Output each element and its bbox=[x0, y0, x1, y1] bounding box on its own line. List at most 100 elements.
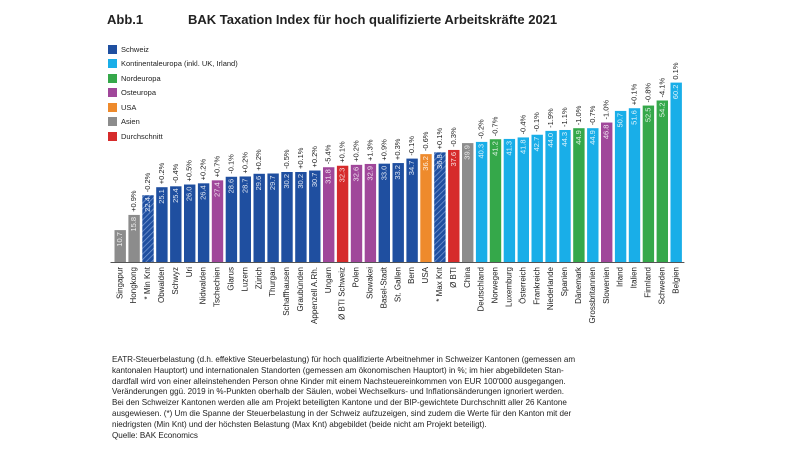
category-tick-label: Bern bbox=[407, 267, 416, 284]
bar-value-label: 40.3 bbox=[477, 144, 486, 159]
bar-value-label: 39.9 bbox=[463, 145, 472, 160]
footnote-line: EATR-Steuerbelastung (d.h. effektive Ste… bbox=[112, 355, 576, 364]
bar bbox=[406, 158, 418, 262]
bar-value-label: 42.7 bbox=[532, 137, 541, 152]
bar-change-label: +1.3% bbox=[365, 139, 374, 161]
bar bbox=[656, 100, 668, 262]
bar-change-label: +0.2% bbox=[310, 146, 319, 168]
legend-swatch bbox=[108, 117, 117, 127]
bar bbox=[559, 129, 571, 262]
category-tick-label: Schaffhausen bbox=[282, 267, 291, 316]
legend-swatch bbox=[108, 102, 117, 112]
bar-change-label: +0.1% bbox=[338, 141, 347, 163]
footnote-line: Bei den Schweizer Kantonen werden alle a… bbox=[112, 398, 567, 408]
legend-label: Kontinentaleuropa (inkl. UK, Irland) bbox=[121, 59, 238, 69]
category-tick-label: Italien bbox=[630, 267, 639, 288]
bar-value-label: 41.8 bbox=[518, 139, 527, 154]
category-tick-label: Niederlande bbox=[546, 266, 555, 310]
bar-change-label: +0.9% bbox=[129, 190, 138, 212]
bar bbox=[614, 110, 627, 262]
bar-change-label: +0.2% bbox=[240, 152, 249, 174]
bar-value-label: 30.2 bbox=[282, 174, 291, 189]
bar-value-label: 44.9 bbox=[588, 130, 597, 145]
bar-change-label: -0.1% bbox=[532, 112, 541, 132]
category-tick-label: St. Gallen bbox=[393, 267, 402, 302]
bar bbox=[434, 152, 446, 262]
bar-value-label: 44.3 bbox=[560, 132, 569, 147]
bar bbox=[545, 130, 557, 262]
legend-item-durchschnitt: Durchschnitt bbox=[108, 129, 238, 144]
bar-value-label: 26.4 bbox=[199, 185, 208, 200]
bar bbox=[211, 180, 224, 262]
bar-value-label: 36.2 bbox=[421, 156, 430, 171]
legend-item-usa: USA bbox=[108, 100, 238, 115]
bar bbox=[336, 165, 349, 262]
chart-legend: Schweiz Kontinentaleuropa (inkl. UK, Irl… bbox=[108, 42, 238, 144]
bar-change-label: +0.7% bbox=[212, 156, 221, 178]
bar-value-label: 26.0 bbox=[185, 187, 194, 202]
category-tick-label: Thurgau bbox=[268, 267, 277, 297]
category-tick-label: Deutschland bbox=[477, 267, 486, 311]
bar-value-label: 29.6 bbox=[254, 176, 263, 191]
bar-change-label: +0.1% bbox=[435, 128, 444, 150]
legend-label: Asien bbox=[121, 117, 140, 127]
bar-value-label: 15.8 bbox=[129, 217, 138, 232]
legend-label: USA bbox=[121, 102, 137, 112]
bar-value-label: 54.2 bbox=[657, 102, 666, 117]
bar-change-label: -0.7% bbox=[490, 116, 499, 136]
bar-value-label: 41.3 bbox=[504, 141, 513, 156]
bar bbox=[309, 170, 321, 262]
category-tick-label: USA bbox=[421, 266, 430, 283]
bar bbox=[225, 176, 238, 262]
category-tick-label: Ø BTI bbox=[449, 267, 458, 288]
bar-value-label: 37.6 bbox=[449, 152, 458, 167]
bar-value-label: 51.6 bbox=[629, 110, 638, 125]
bar-change-label: +0.2% bbox=[199, 159, 208, 181]
bar-value-label: 25.4 bbox=[171, 188, 180, 203]
category-tick-label: Dänemark bbox=[574, 266, 583, 304]
category-tick-label: Ø BTI Schweiz bbox=[338, 267, 347, 320]
bar bbox=[475, 141, 488, 262]
legend-swatch bbox=[108, 131, 117, 141]
category-tick-label: Slowakei bbox=[366, 267, 375, 299]
bar-value-label: 28.6 bbox=[226, 179, 235, 194]
footnote-line: Veränderungen ggü. 2019 in %-Punkten obe… bbox=[112, 387, 565, 397]
category-tick-label: Graubünden bbox=[296, 267, 305, 311]
category-tick-label: Irland bbox=[616, 267, 625, 287]
bar bbox=[601, 122, 613, 262]
bar-change-label: 0.1% bbox=[671, 62, 680, 79]
legend-item-kontinentaleuropa: Kontinentaleuropa (inkl. UK, Irland) bbox=[108, 57, 238, 72]
category-tick-label: Glarus bbox=[227, 267, 236, 291]
category-tick-label: Belgien bbox=[671, 267, 680, 294]
bar-change-label: -0.1% bbox=[226, 154, 235, 174]
bar bbox=[448, 149, 460, 262]
category-tick-label: Spanien bbox=[560, 267, 569, 296]
legend-item-asien: Asien bbox=[108, 115, 238, 130]
footnote-line: dardfall wird von einer alleinstehenden … bbox=[112, 376, 566, 386]
bar-value-label: 34.7 bbox=[407, 161, 416, 176]
category-tick-label: * Min Knt bbox=[143, 266, 152, 299]
category-tick-label: Zürich bbox=[254, 267, 263, 289]
bar-value-label: 33.0 bbox=[379, 166, 388, 181]
bar bbox=[378, 163, 390, 262]
bar-change-label: -0.8% bbox=[643, 83, 652, 103]
bar-change-label: -0.6% bbox=[421, 131, 430, 151]
footnote-line: niedrigsten (Min Knt) und der höchsten B… bbox=[112, 419, 487, 429]
bar bbox=[350, 164, 363, 262]
bar-value-label: 29.7 bbox=[268, 175, 277, 190]
legend-label: Osteuropa bbox=[121, 88, 157, 98]
bar bbox=[114, 230, 126, 262]
bar-value-label: 36.8 bbox=[435, 154, 444, 169]
footnote-source: Quelle: BAK Economics bbox=[112, 430, 198, 440]
bar-value-label: 32.3 bbox=[338, 168, 347, 183]
category-tick-label: Appenzell A.Rh. bbox=[310, 267, 319, 324]
bar-value-label: 46.8 bbox=[602, 125, 611, 140]
bar-change-label: +0.9% bbox=[379, 139, 388, 161]
legend-swatch bbox=[108, 59, 117, 69]
bar bbox=[420, 154, 432, 262]
category-tick-label: Nidwalden bbox=[199, 267, 208, 304]
category-tick-label: Finnland bbox=[644, 267, 653, 298]
bar bbox=[503, 138, 516, 262]
bar-value-label: 44.9 bbox=[574, 130, 583, 145]
bar-change-label: -0.2% bbox=[143, 172, 152, 192]
